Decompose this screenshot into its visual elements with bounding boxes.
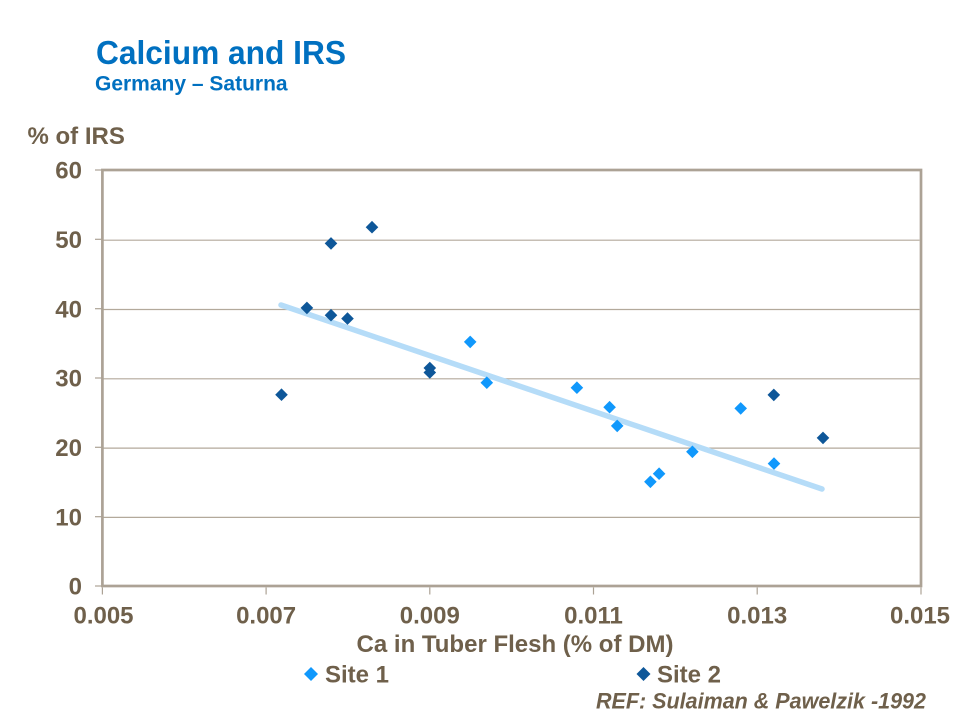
svg-text:50: 50: [55, 227, 82, 254]
svg-text:REF: Sulaiman & Pawelzik -1992: REF: Sulaiman & Pawelzik -1992: [596, 689, 927, 714]
svg-text:0.009: 0.009: [400, 603, 460, 630]
svg-text:0.005: 0.005: [73, 603, 133, 630]
svg-text:0: 0: [69, 574, 82, 601]
svg-text:% of IRS: % of IRS: [28, 123, 125, 150]
svg-text:Site 1: Site 1: [325, 662, 389, 689]
svg-text:Ca in Tuber Flesh (% of DM): Ca in Tuber Flesh (% of DM): [357, 631, 674, 658]
svg-text:10: 10: [55, 504, 82, 531]
svg-text:30: 30: [55, 366, 82, 393]
svg-text:20: 20: [55, 435, 82, 462]
svg-text:60: 60: [55, 158, 82, 185]
svg-text:Calcium and IRS: Calcium and IRS: [96, 35, 346, 72]
svg-text:Germany – Saturna: Germany – Saturna: [95, 73, 288, 96]
svg-text:0.011: 0.011: [564, 603, 623, 630]
svg-text:Site 2: Site 2: [657, 662, 721, 689]
svg-text:40: 40: [55, 296, 82, 323]
svg-text:0.013: 0.013: [727, 603, 787, 630]
svg-text:0.007: 0.007: [236, 603, 296, 630]
svg-text:0.015: 0.015: [890, 603, 950, 630]
